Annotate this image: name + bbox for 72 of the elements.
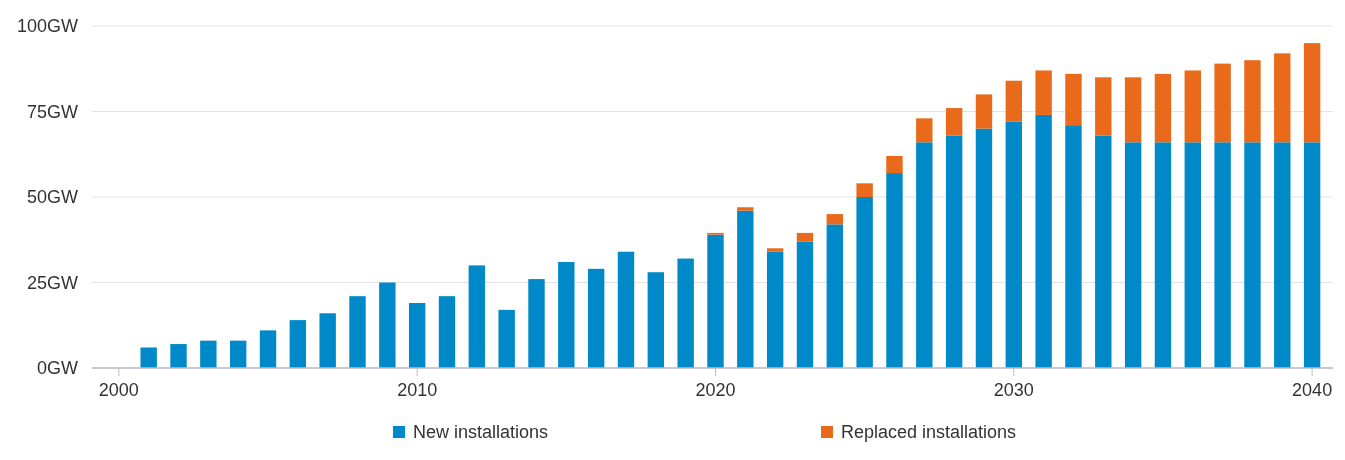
y-tick-label: 0GW: [36, 358, 78, 379]
bar: [1184, 70, 1201, 143]
x-tick-label: 2040: [1292, 380, 1333, 400]
bar: [408, 303, 426, 368]
bar: [826, 214, 844, 225]
bar: [1154, 142, 1172, 368]
bar: [1124, 77, 1142, 143]
bar: [1005, 80, 1022, 122]
bar: [1244, 60, 1261, 143]
bar: [1095, 135, 1112, 368]
bar: [737, 210, 754, 368]
bar: [1095, 77, 1112, 136]
bar: [1005, 121, 1022, 368]
bar: [1065, 125, 1082, 368]
bar: [1065, 73, 1082, 126]
bar: [856, 183, 873, 197]
bar: [945, 108, 963, 136]
bar: [498, 309, 515, 368]
bar: [259, 330, 277, 368]
bar: [1303, 43, 1321, 143]
bar: [796, 232, 814, 242]
bar: [1214, 63, 1231, 143]
bar: [766, 251, 784, 368]
bar: [229, 340, 247, 368]
x-tick-label: 2010: [397, 380, 438, 400]
bar: [1184, 142, 1201, 368]
y-tick-label: 75GW: [26, 101, 79, 122]
legend-label: New installations: [413, 422, 549, 443]
bar: [916, 142, 933, 368]
bar: [319, 313, 336, 368]
bar: [438, 296, 456, 368]
bar: [766, 248, 784, 252]
bar: [1124, 142, 1142, 368]
bar: [1214, 142, 1231, 368]
bar: [826, 224, 844, 368]
bar: [1035, 70, 1052, 115]
bar: [945, 135, 963, 368]
bar: [1274, 53, 1291, 143]
bar: [558, 261, 575, 368]
bar: [975, 94, 993, 129]
y-tick-label: 100GW: [16, 16, 78, 37]
bar: [1154, 73, 1172, 143]
bar: [170, 344, 187, 368]
bar: [617, 251, 635, 368]
x-tick-label: 2030: [993, 380, 1034, 400]
bar: [587, 268, 605, 368]
bar: [975, 128, 993, 368]
bar: [796, 241, 814, 368]
legend-label: Replaced installations: [841, 422, 1017, 443]
bar: [1303, 142, 1321, 368]
bar: [200, 340, 217, 368]
bar: [528, 279, 545, 368]
y-tick-label: 50GW: [26, 187, 79, 208]
x-tick-label: 2000: [98, 380, 139, 400]
x-tick-label: 2020: [695, 380, 736, 400]
bar: [289, 320, 307, 368]
bar: [140, 347, 157, 368]
bar: [886, 155, 903, 174]
bar: [856, 197, 873, 368]
bar: [1035, 114, 1052, 368]
bar: [468, 265, 486, 368]
bar: [1244, 142, 1261, 368]
bar: [886, 173, 903, 368]
bar: [737, 207, 754, 211]
bar: [349, 296, 366, 368]
bar: [677, 258, 694, 368]
bar: [647, 272, 665, 368]
bar: [379, 282, 396, 368]
bar: [1274, 142, 1291, 368]
y-tick-label: 25GW: [26, 272, 79, 293]
bar: [707, 234, 724, 368]
bar: [916, 118, 933, 143]
